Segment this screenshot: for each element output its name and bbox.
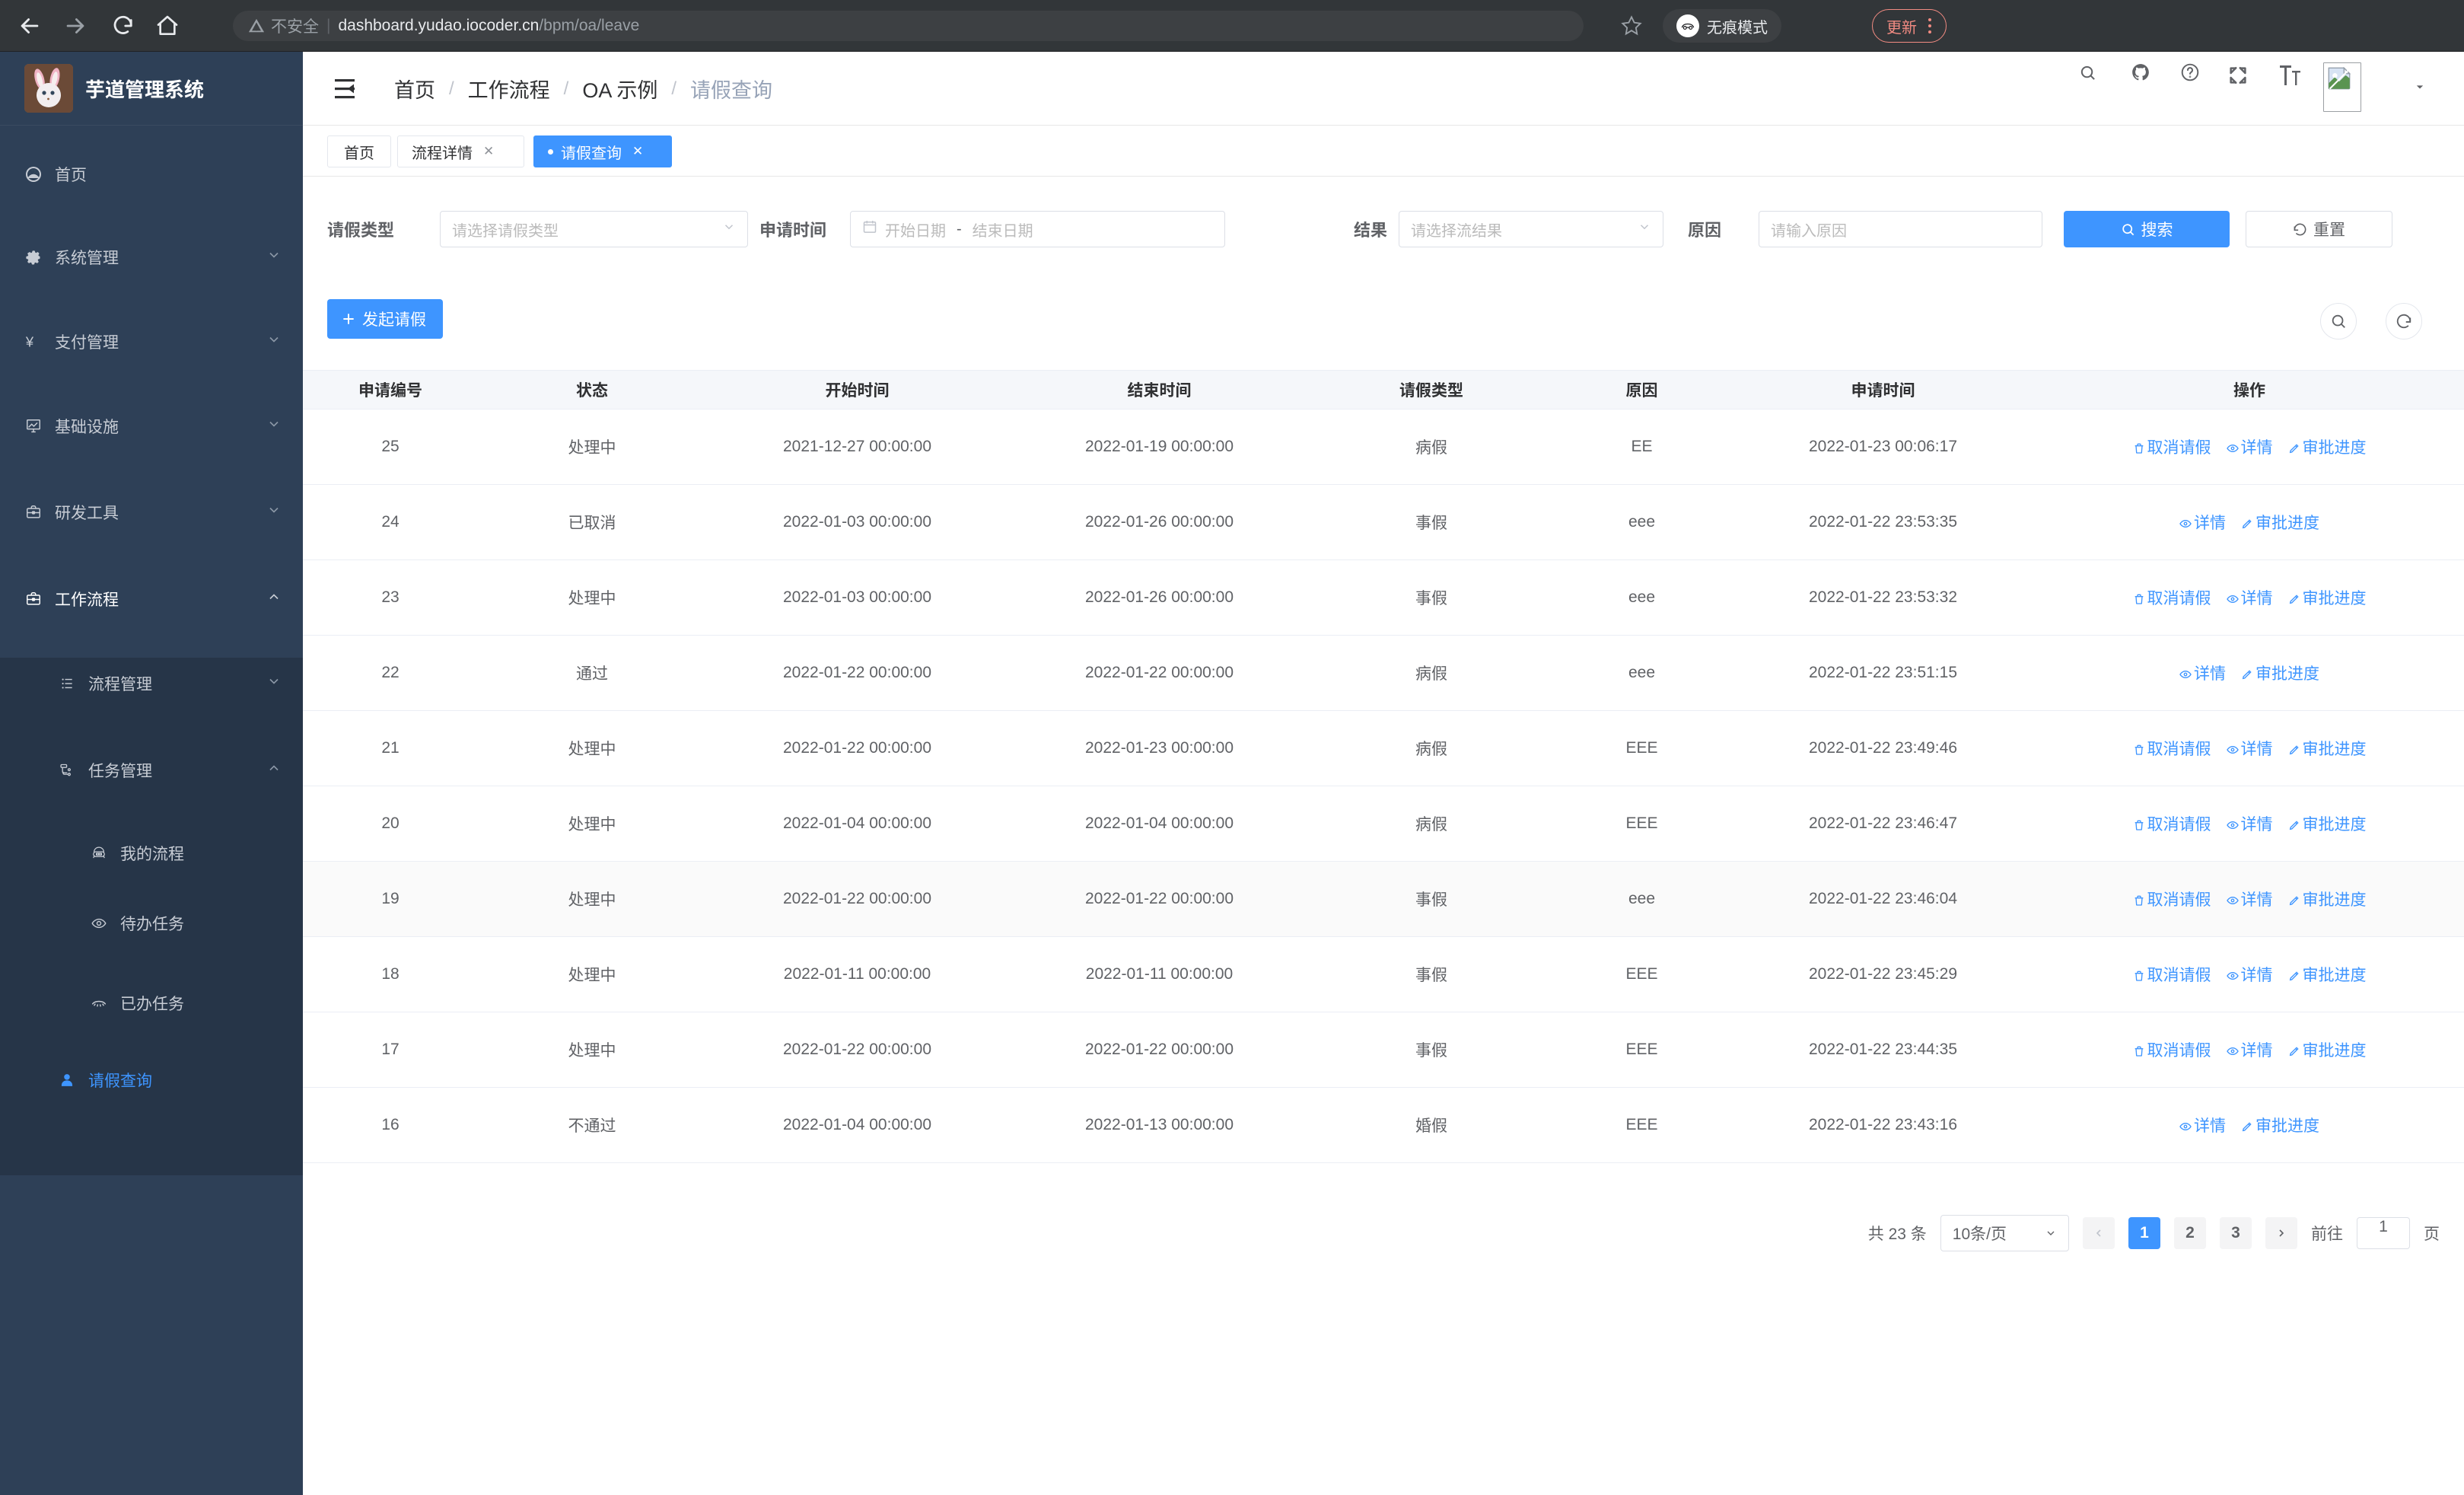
svg-text:¥: ¥: [25, 333, 34, 349]
